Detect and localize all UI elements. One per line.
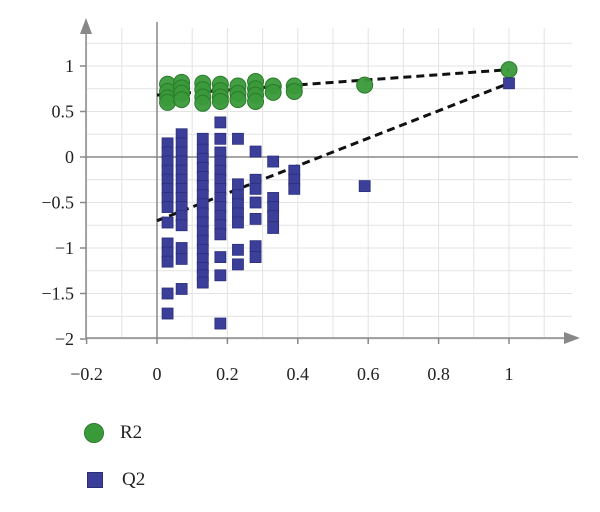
q2-point <box>288 182 301 195</box>
q2-point <box>175 219 188 232</box>
x-tick-label: −0.2 <box>70 364 103 384</box>
r2-point <box>229 91 247 109</box>
x-tick-label: 1 <box>505 364 514 384</box>
x-tick-label: 0.2 <box>216 364 239 384</box>
q2-point <box>232 243 244 256</box>
data-points <box>159 61 518 330</box>
q2-point <box>267 222 280 234</box>
r2-point <box>211 92 229 110</box>
q2-point <box>358 180 371 193</box>
x-tick-label: 0.6 <box>357 364 380 384</box>
y-tick-label: 0 <box>65 147 74 167</box>
q2-trend-line <box>156 81 510 223</box>
q2-point <box>196 132 209 145</box>
x-tick-label: 0.8 <box>427 364 450 384</box>
q2-point <box>161 307 174 320</box>
q2-point <box>249 251 262 264</box>
y-tick-label: −0.5 <box>41 193 74 213</box>
grid-lines <box>86 28 572 340</box>
q2-point <box>161 216 174 229</box>
legend-item-r2: R2 <box>84 422 142 444</box>
q2-point <box>214 251 227 264</box>
y-tick-label: −2 <box>55 329 74 349</box>
legend-marker-r2 <box>84 423 104 443</box>
q2-point <box>196 276 209 289</box>
legend-marker-q2 <box>87 472 103 488</box>
scatter-plot: 1 0.5 0 −0.5 −1 −1.5 −2 −0.2 0 0.2 0.4 0.6 0.8 1 <box>41 18 580 384</box>
q2-point <box>175 283 188 295</box>
q2-point <box>249 196 262 209</box>
q2-point <box>214 269 227 282</box>
q2-point <box>161 201 174 213</box>
q2-point <box>175 242 188 254</box>
q2-point <box>232 258 244 271</box>
x-axis-arrow-icon <box>564 332 580 344</box>
r2-point <box>194 94 212 112</box>
legend-item-q2: Q2 <box>84 469 145 491</box>
tick-labels: 1 0.5 0 −0.5 −1 −1.5 −2 −0.2 0 0.2 0.4 0.6 0.8 1 <box>41 56 513 384</box>
q2-point <box>249 240 262 253</box>
q2-point <box>249 182 262 195</box>
y-tick-label: 0.5 <box>52 102 75 122</box>
r2-point <box>285 82 303 100</box>
q2-point <box>232 132 244 145</box>
legend-label-r2: R2 <box>120 422 143 443</box>
r2-point <box>500 61 518 79</box>
r2-point <box>264 83 282 101</box>
q2-point <box>214 317 227 330</box>
q2-point <box>175 253 188 265</box>
q2-point <box>267 210 280 223</box>
y-tick-label: −1.5 <box>41 284 74 304</box>
q2-point <box>214 228 227 241</box>
x-tick-label: 0.4 <box>287 364 310 384</box>
y-tick-label: 1 <box>65 56 74 76</box>
q2-point <box>232 216 244 229</box>
q2-point <box>267 155 280 168</box>
legend-label-q2: Q2 <box>122 469 146 490</box>
y-axis-arrow-icon <box>80 18 92 34</box>
q2-point <box>503 77 515 90</box>
q2-point <box>249 145 262 158</box>
q2-point <box>232 178 244 191</box>
q2-point <box>161 255 174 268</box>
y-tick-label: −1 <box>55 238 74 258</box>
q2-point <box>249 212 262 225</box>
r2-point <box>159 93 177 111</box>
q2-point <box>214 116 227 129</box>
r2-point <box>356 76 374 94</box>
q2-point <box>214 132 227 145</box>
q2-point <box>161 287 174 300</box>
r2-point <box>173 91 191 109</box>
x-tick-label: 0 <box>153 364 162 384</box>
r2-point <box>247 92 265 110</box>
